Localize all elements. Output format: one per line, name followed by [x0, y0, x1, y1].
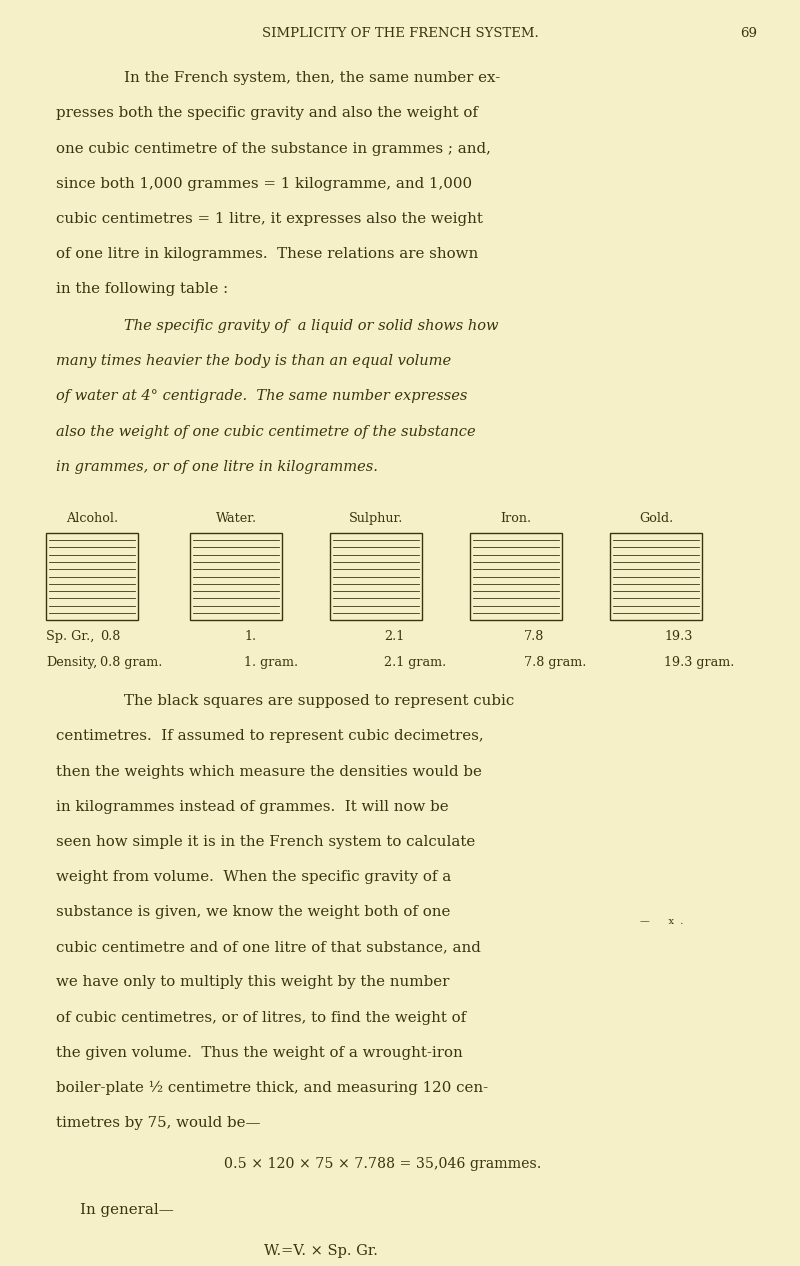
Text: —      x  .: — x .: [640, 917, 683, 925]
Text: then the weights which measure the densities would be: then the weights which measure the densi…: [56, 765, 482, 779]
Text: many times heavier the body is than an equal volume: many times heavier the body is than an e…: [56, 354, 451, 368]
Text: timetres by 75, would be—: timetres by 75, would be—: [56, 1117, 261, 1131]
Text: cubic centimetres = 1 litre, it expresses also the weight: cubic centimetres = 1 litre, it expresse…: [56, 211, 483, 225]
Text: Density,: Density,: [46, 656, 98, 670]
Text: Sp. Gr.,: Sp. Gr.,: [46, 629, 94, 643]
Text: in kilogrammes instead of grammes.  It will now be: in kilogrammes instead of grammes. It wi…: [56, 800, 449, 814]
Bar: [610, 533, 702, 620]
Text: of cubic centimetres, or of litres, to find the weight of: of cubic centimetres, or of litres, to f…: [56, 1010, 466, 1024]
Text: 69: 69: [740, 27, 757, 39]
Text: 0.8: 0.8: [100, 629, 120, 643]
Text: 7.8: 7.8: [524, 629, 544, 643]
Text: Water.: Water.: [215, 511, 257, 525]
Text: 19.3: 19.3: [664, 629, 692, 643]
Text: 1. gram.: 1. gram.: [244, 656, 298, 670]
Text: 0.8 gram.: 0.8 gram.: [100, 656, 162, 670]
Text: one cubic centimetre of the substance in grammes ; and,: one cubic centimetre of the substance in…: [56, 142, 491, 156]
Text: boiler-plate ½ centimetre thick, and measuring 120 cen-: boiler-plate ½ centimetre thick, and mea…: [56, 1081, 488, 1095]
Bar: [190, 533, 282, 620]
Text: SIMPLICITY OF THE FRENCH SYSTEM.: SIMPLICITY OF THE FRENCH SYSTEM.: [262, 27, 538, 39]
Text: cubic centimetre and of one litre of that substance, and: cubic centimetre and of one litre of tha…: [56, 941, 481, 955]
Text: weight from volume.  When the specific gravity of a: weight from volume. When the specific gr…: [56, 870, 451, 884]
Text: W.=V. × Sp. Gr.: W.=V. × Sp. Gr.: [264, 1244, 378, 1258]
Text: In the French system, then, the same number ex-: In the French system, then, the same num…: [124, 71, 500, 85]
Text: seen how simple it is in the French system to calculate: seen how simple it is in the French syst…: [56, 834, 475, 849]
Text: 2.1 gram.: 2.1 gram.: [384, 656, 446, 670]
Text: substance is given, we know the weight both of one: substance is given, we know the weight b…: [56, 905, 450, 919]
Text: Gold.: Gold.: [639, 511, 673, 525]
Text: Iron.: Iron.: [501, 511, 531, 525]
Text: 2.1: 2.1: [384, 629, 404, 643]
Text: since both 1,000 grammes = 1 kilogramme, and 1,000: since both 1,000 grammes = 1 kilogramme,…: [56, 177, 472, 191]
Text: of one litre in kilogrammes.  These relations are shown: of one litre in kilogrammes. These relat…: [56, 247, 478, 261]
Text: presses both the specific gravity and also the weight of: presses both the specific gravity and al…: [56, 106, 478, 120]
Text: also the weight of one cubic centimetre of the substance: also the weight of one cubic centimetre …: [56, 424, 476, 438]
Text: 7.8 gram.: 7.8 gram.: [524, 656, 586, 670]
Text: Sulphur.: Sulphur.: [349, 511, 403, 525]
Bar: [470, 533, 562, 620]
Text: centimetres.  If assumed to represent cubic decimetres,: centimetres. If assumed to represent cub…: [56, 729, 484, 743]
Bar: [330, 533, 422, 620]
Text: in the following table :: in the following table :: [56, 282, 228, 296]
Text: In general—: In general—: [80, 1204, 174, 1218]
Text: in grammes, or of one litre in kilogrammes.: in grammes, or of one litre in kilogramm…: [56, 460, 378, 473]
Text: of water at 4° centigrade.  The same number expresses: of water at 4° centigrade. The same numb…: [56, 390, 467, 404]
Text: The specific gravity of  a liquid or solid shows how: The specific gravity of a liquid or soli…: [124, 319, 498, 333]
Text: 19.3 gram.: 19.3 gram.: [664, 656, 734, 670]
Text: we have only to multiply this weight by the number: we have only to multiply this weight by …: [56, 975, 450, 990]
Bar: [46, 533, 138, 620]
Text: 0.5 × 120 × 75 × 7.788 = 35,046 grammes.: 0.5 × 120 × 75 × 7.788 = 35,046 grammes.: [224, 1157, 542, 1171]
Text: The black squares are supposed to represent cubic: The black squares are supposed to repres…: [124, 694, 514, 708]
Text: 1.: 1.: [244, 629, 256, 643]
Text: Alcohol.: Alcohol.: [66, 511, 118, 525]
Text: the given volume.  Thus the weight of a wrought-iron: the given volume. Thus the weight of a w…: [56, 1046, 462, 1060]
